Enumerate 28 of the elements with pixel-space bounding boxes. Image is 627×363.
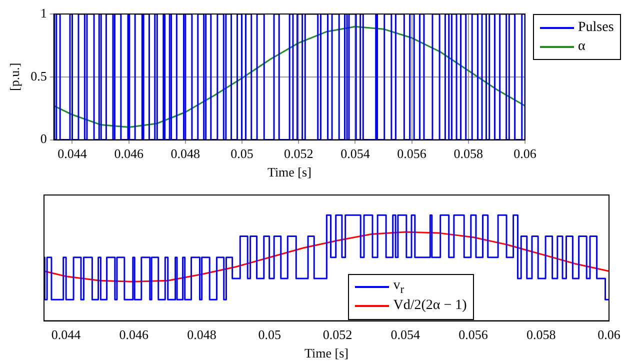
x-tick-label: 0.058	[454, 146, 484, 162]
x-tick-label: 0.044	[51, 327, 82, 342]
x-tick-label: 0.048	[187, 327, 216, 342]
x-axis-title: Time [s]	[267, 164, 312, 180]
x-tick-label: 0.06	[514, 146, 537, 162]
y-tick-label: 0.5	[30, 68, 47, 84]
x-tick-label: 0.052	[284, 146, 314, 162]
x-axis-title: Time [s]	[304, 346, 348, 361]
y-axis-title: [p.u.]	[7, 62, 22, 91]
x-tick-label: 0.048	[170, 146, 200, 162]
x-tick-label: 0.056	[458, 327, 488, 342]
x-tick-label: 0.05	[230, 146, 254, 162]
x-tick-label: 0.046	[119, 327, 150, 342]
legend-label: Vd/2(2α − 1)	[393, 298, 467, 314]
y-tick-label: 1	[40, 5, 47, 20]
x-tick-label: 0.046	[114, 146, 144, 162]
x-tick-label: 0.054	[340, 146, 370, 162]
x-tick-label: 0.056	[397, 146, 427, 162]
x-tick-label: 0.044	[58, 146, 88, 162]
x-tick-label: 0.06	[598, 327, 621, 342]
x-tick-label: 0.058	[526, 327, 556, 342]
legend-label: v$_{r}$	[393, 278, 404, 296]
legend-label: Pulses	[578, 20, 614, 36]
y-tick-label: 0	[40, 131, 47, 146]
x-tick-label: 0.05	[258, 327, 282, 342]
x-tick-label: 0.054	[390, 327, 421, 342]
legend-label: α	[578, 38, 586, 54]
x-tick-label: 0.052	[322, 327, 352, 342]
